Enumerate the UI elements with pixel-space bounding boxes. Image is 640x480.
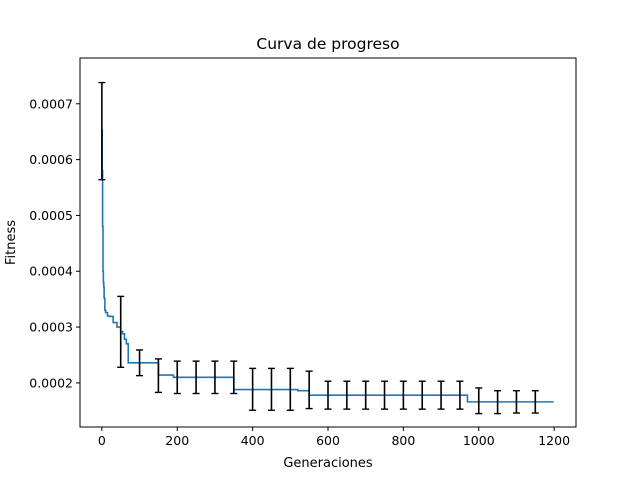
error-bar	[362, 380, 370, 410]
y-tick-label: 0.0006	[29, 152, 73, 167]
x-tick-label: 0	[98, 433, 106, 448]
error-bar	[154, 358, 162, 394]
x-tick-label: 1200	[538, 433, 570, 448]
error-bar	[136, 349, 144, 377]
error-bar	[418, 380, 426, 410]
error-bar	[475, 387, 483, 415]
error-bar	[117, 295, 125, 368]
error-bar	[456, 380, 464, 410]
error-bar	[192, 360, 200, 395]
error-bar	[211, 360, 219, 395]
x-axis-title: Generaciones	[283, 456, 373, 471]
error-bar	[230, 360, 238, 395]
error-bar	[381, 380, 389, 410]
error-bar	[249, 367, 257, 411]
error-bar	[173, 360, 181, 395]
y-tick-label: 0.0007	[29, 96, 73, 111]
error-bar	[512, 390, 520, 414]
y-tick-label: 0.0004	[29, 264, 73, 279]
error-bar	[305, 370, 313, 410]
error-bar	[98, 81, 106, 181]
axis-ticks: 0 200 400 600 800 1000 1200 0.0002 0.0003 0.0004 0…	[29, 96, 570, 448]
error-bar	[343, 380, 351, 410]
x-tick-label: 200	[165, 433, 189, 448]
error-bar	[267, 367, 275, 411]
y-axis-title: Fitness	[4, 220, 19, 265]
chart-title: Curva de progreso	[256, 35, 399, 53]
error-bar	[531, 390, 539, 414]
y-tick-label: 0.0005	[29, 208, 73, 223]
error-bar	[494, 390, 502, 415]
y-tick-label: 0.0002	[29, 375, 73, 390]
x-tick-label: 400	[241, 433, 265, 448]
error-bar	[399, 380, 407, 410]
error-bar	[286, 367, 294, 411]
y-tick-label: 0.0003	[29, 320, 73, 335]
plot-marks	[98, 81, 554, 415]
x-tick-label: 800	[391, 433, 415, 448]
error-bar	[437, 380, 445, 410]
x-tick-label: 600	[316, 433, 340, 448]
x-tick-label: 1000	[463, 433, 495, 448]
error-bar	[324, 380, 332, 410]
